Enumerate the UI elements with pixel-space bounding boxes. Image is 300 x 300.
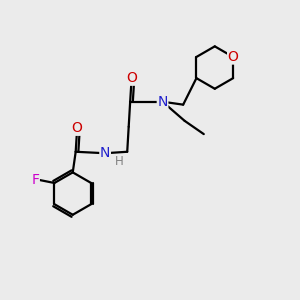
Text: N: N [100,146,110,160]
Text: O: O [126,71,137,85]
Text: F: F [31,173,39,187]
Text: H: H [115,155,124,168]
Text: N: N [158,95,168,109]
Text: O: O [72,121,83,135]
Text: O: O [228,50,238,64]
